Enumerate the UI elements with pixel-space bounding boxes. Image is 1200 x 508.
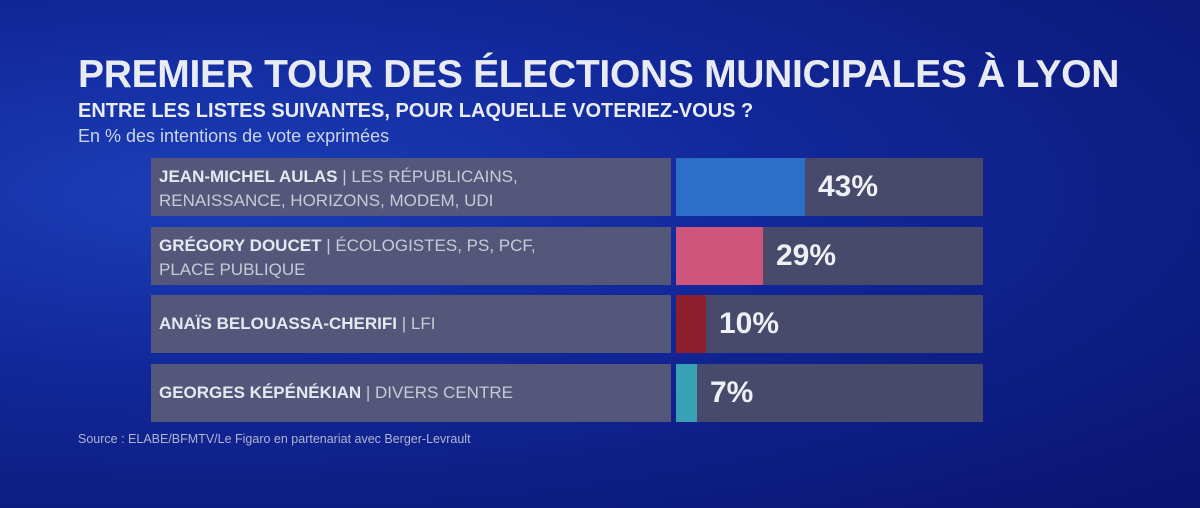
- candidate-label: GRÉGORY DOUCET | ÉCOLOGISTES, PS, PCF, PL…: [151, 226, 671, 285]
- candidate-name: JEAN-MICHEL AULAS: [159, 167, 338, 186]
- chart-note: En % des intentions de vote exprimées: [78, 126, 390, 146]
- party-affiliation-continued: PLACE PUBLIQUE: [159, 259, 306, 279]
- candidate-label: JEAN-MICHEL AULAS | LES RÉPUBLICAINS, REN…: [151, 158, 671, 216]
- bar-row: GRÉGORY DOUCET | ÉCOLOGISTES, PS, PCF, PL…: [151, 226, 983, 285]
- bar-track: 10%: [676, 295, 983, 353]
- bar-row: JEAN-MICHEL AULAS | LES RÉPUBLICAINS, REN…: [151, 158, 983, 216]
- bar-row: GEORGES KÉPÉNÉKIAN | DIVERS CENTRE 7%: [151, 363, 983, 422]
- party-affiliation: | DIVERS CENTRE: [365, 382, 513, 402]
- candidate-name: GRÉGORY DOUCET: [159, 235, 322, 255]
- bar-row: ANAÏS BELOUASSA-CHERIFI | LFI 10%: [151, 295, 983, 353]
- value-label: 7%: [710, 375, 754, 409]
- party-affiliation: | ÉCOLOGISTES, PS, PCF,: [326, 235, 536, 255]
- party-affiliation: | LES RÉPUBLICAINS,: [342, 167, 518, 186]
- candidate-name: ANAÏS BELOUASSA-CHERIFI: [159, 314, 398, 333]
- value-label: 10%: [719, 307, 780, 340]
- chart-subtitle: ENTRE LES LISTES SUIVANTES, POUR LAQUELL…: [78, 100, 754, 122]
- party-affiliation-continued: RENAISSANCE, HORIZONS, MODEM, UDI: [159, 191, 494, 210]
- bar: [676, 158, 805, 216]
- candidate-label: ANAÏS BELOUASSA-CHERIFI | LFI: [151, 295, 671, 353]
- candidate-label: GEORGES KÉPÉNÉKIAN | DIVERS CENTRE: [151, 363, 671, 422]
- candidate-name: GEORGES KÉPÉNÉKIAN: [159, 382, 362, 402]
- bar-track: 29%: [676, 226, 983, 285]
- value-label: 29%: [776, 238, 837, 272]
- bar: [676, 363, 697, 422]
- source-note: Source : ELABE/BFMTV/Le Figaro en parten…: [78, 432, 471, 446]
- bar: [676, 226, 763, 285]
- chart-title: PREMIER TOUR DES ÉLECTIONS MUNICIPALES À…: [78, 53, 1120, 96]
- party-affiliation: | LFI: [401, 314, 436, 333]
- bar: [676, 295, 706, 353]
- bar-track: 7%: [676, 363, 983, 422]
- value-label: 43%: [818, 170, 879, 203]
- bar-track: 43%: [676, 158, 983, 216]
